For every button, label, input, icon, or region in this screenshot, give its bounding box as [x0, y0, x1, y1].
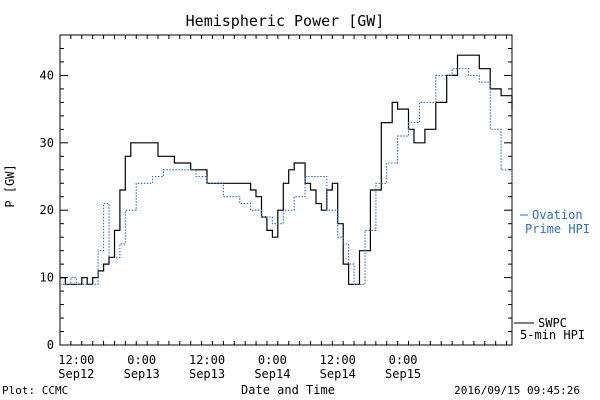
- legend-label-swpc-line1: SWPC: [538, 316, 567, 330]
- series-layer: [60, 54, 513, 285]
- x-tick-label-time: 0:00: [127, 353, 156, 367]
- x-tick-label-time: 12:00: [189, 353, 225, 367]
- y-axis-label: P [GW]: [3, 164, 17, 207]
- plot-timestamp: 2016/09/15 09:45:26: [454, 384, 580, 397]
- y-tick-label: 40: [40, 68, 54, 82]
- x-axis-label: Date and Time: [241, 383, 335, 397]
- y-tick-label: 30: [40, 136, 54, 150]
- series-line-swpc: [60, 54, 513, 285]
- y-tick-label: 10: [40, 271, 54, 285]
- x-tick-label-date: Sep14: [320, 367, 356, 381]
- y-tick-label: 20: [40, 203, 54, 217]
- legend-label-ovation-line1: Ovation: [532, 208, 583, 222]
- x-tick-label-date: Sep13: [189, 367, 225, 381]
- legend-label-swpc-line2: 5-min HPI: [520, 328, 585, 342]
- x-tick-label-date: Sep15: [385, 367, 421, 381]
- plot-credit: Plot: CCMC: [2, 384, 68, 397]
- plot-frame: [59, 34, 513, 346]
- x-tick-label-date: Sep13: [124, 367, 160, 381]
- series-line-ovation: [60, 68, 513, 285]
- x-tick-label-time: 0:00: [258, 353, 287, 367]
- y-tick-label: 0: [47, 338, 54, 352]
- x-tick-label-time: 12:00: [320, 353, 356, 367]
- legend-label-ovation-line2: Prime HPI: [525, 222, 590, 236]
- x-tick-label-time: 12:00: [58, 353, 94, 367]
- x-tick-label-date: Sep12: [58, 367, 94, 381]
- axes: 01020304012:00Sep120:00Sep1312:00Sep130:…: [40, 34, 513, 381]
- chart-title: Hemispheric Power [GW]: [186, 12, 385, 30]
- x-tick-label-date: Sep14: [254, 367, 290, 381]
- x-tick-label-time: 0:00: [389, 353, 418, 367]
